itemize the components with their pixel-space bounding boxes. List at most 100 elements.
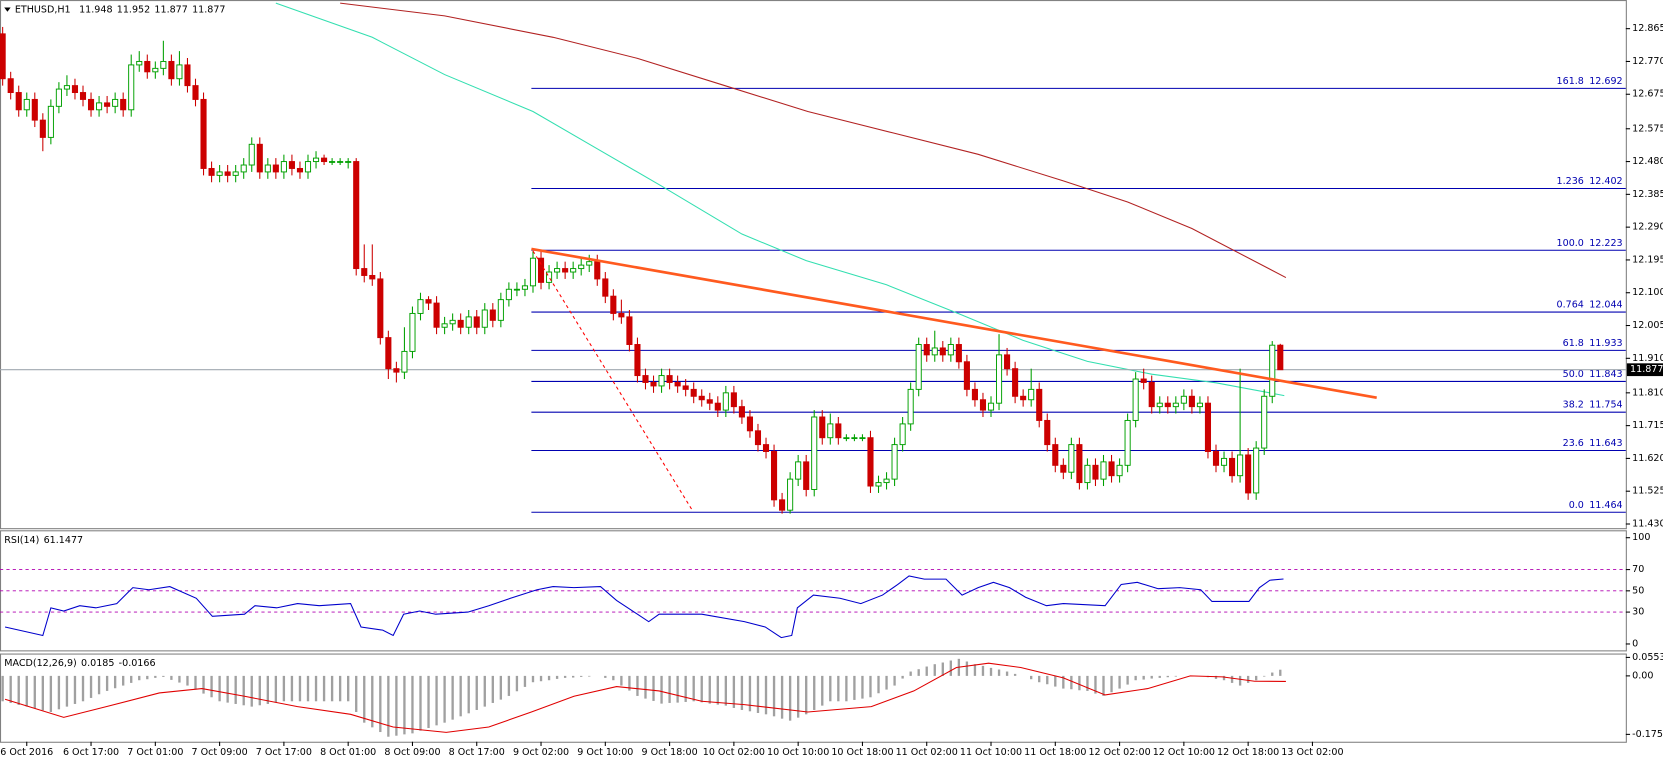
y-tick-label: 100 — [1632, 532, 1650, 543]
candle-body — [481, 309, 488, 328]
candle-body — [923, 344, 930, 356]
candle-body — [682, 385, 689, 390]
fib-label: 38.2 11.754 — [1563, 399, 1623, 410]
candle-body — [1084, 464, 1091, 484]
fib-ratio: 61.8 — [1563, 337, 1584, 348]
candle-body — [947, 344, 954, 356]
candle-body — [1188, 395, 1195, 408]
candle-body — [955, 344, 962, 363]
candle-body — [433, 302, 440, 328]
candle-body — [120, 98, 127, 111]
candle-body — [409, 312, 416, 352]
candle-body — [369, 274, 376, 280]
candle-body — [690, 388, 697, 397]
candle-body — [1156, 402, 1163, 408]
fib-ratio: 161.8 — [1557, 75, 1584, 86]
candle-body — [1020, 395, 1027, 401]
candle-body — [698, 395, 705, 401]
x-tick-label: 11 Oct 02:00 — [896, 747, 958, 758]
candle-body — [787, 478, 794, 511]
candle-body — [714, 402, 721, 411]
candle-body — [1052, 444, 1059, 466]
candle-body — [329, 161, 336, 163]
candle-body — [361, 268, 368, 276]
x-tick-label: 13 Oct 02:00 — [1281, 747, 1343, 758]
fib-ratio: 100.0 — [1557, 237, 1584, 248]
candle-body — [875, 482, 882, 487]
candle-body — [754, 430, 762, 446]
candle-body — [321, 157, 328, 163]
fib-label: 100.0 12.223 — [1557, 237, 1623, 248]
candle-body — [1164, 402, 1171, 408]
candle-body — [256, 143, 263, 173]
candle-body — [562, 268, 569, 273]
y-tick-label: 12.865 — [1632, 23, 1663, 34]
x-tick-label: 7 Oct 17:00 — [256, 747, 312, 758]
candle-body — [176, 64, 183, 80]
candle-body — [240, 164, 247, 173]
fib-label: 0.0 11.464 — [1569, 499, 1623, 510]
candle-body — [1140, 378, 1147, 383]
y-tick-label: 0.00 — [1632, 670, 1653, 681]
candle-body — [650, 381, 657, 387]
fib-price: 11.933 — [1589, 337, 1622, 348]
fib-price: 12.223 — [1589, 237, 1622, 248]
y-tick-label: 12.575 — [1632, 123, 1663, 134]
y-tick-label: 30 — [1632, 607, 1644, 618]
y-tick-label: 11.620 — [1632, 453, 1663, 464]
candle-body — [47, 105, 54, 138]
candle-body — [1212, 451, 1220, 466]
fib-price: 11.843 — [1589, 369, 1622, 380]
y-tick-label: 12.100 — [1632, 287, 1663, 298]
fib-ratio: 38.2 — [1563, 399, 1584, 410]
x-tick-label: 7 Oct 01:00 — [127, 747, 183, 758]
header-price: 11.952 — [117, 4, 150, 15]
candle-body — [0, 33, 6, 80]
candle-body — [184, 64, 191, 87]
fib-label: 0.764 12.044 — [1557, 299, 1623, 310]
candle-body — [859, 437, 866, 440]
fib-price: 11.643 — [1589, 438, 1622, 449]
header-price: 11.877 — [192, 4, 225, 15]
x-tick-label: 9 Oct 10:00 — [577, 747, 633, 758]
candle-body — [497, 299, 504, 321]
candle-body — [87, 98, 95, 111]
x-tick-label: 10 Oct 10:00 — [767, 747, 829, 758]
candle-body — [803, 461, 810, 490]
fib-price: 11.464 — [1589, 499, 1622, 510]
candle-body — [658, 375, 665, 387]
y-tick-label: 12.675 — [1632, 89, 1663, 100]
candle-body — [746, 416, 753, 432]
fib-ratio: 23.6 — [1563, 438, 1584, 449]
candle-body — [473, 316, 480, 328]
y-tick-label: 12.195 — [1632, 254, 1663, 265]
candle-body — [441, 323, 448, 328]
y-tick-label: 12.480 — [1632, 156, 1663, 167]
trendline — [531, 247, 1377, 399]
y-tick-label: 70 — [1632, 564, 1644, 575]
candle-body — [15, 92, 22, 111]
candle-body — [112, 98, 119, 107]
x-tick-label: 8 Oct 01:00 — [320, 747, 376, 758]
y-tick-label: 12.770 — [1632, 56, 1663, 67]
candle-body — [1253, 447, 1260, 494]
candle-body — [71, 85, 79, 94]
candle-body — [1092, 464, 1099, 480]
candle-body — [578, 264, 585, 270]
fib-ratio: 1.236 — [1557, 176, 1584, 187]
candle-body — [843, 437, 850, 440]
x-tick-label: 10 Oct 18:00 — [831, 747, 893, 758]
indicator-name: MACD(12,26,9) — [4, 658, 77, 669]
candle-body — [594, 261, 601, 280]
candle-body — [1245, 454, 1252, 494]
candle-body — [1172, 402, 1179, 408]
candle-body — [7, 78, 14, 94]
x-tick-label: 12 Oct 02:00 — [1088, 747, 1150, 758]
candle-body — [136, 60, 143, 66]
candle-body — [995, 354, 1003, 404]
fib-label: 61.8 11.933 — [1563, 337, 1623, 348]
candle-body — [39, 119, 46, 138]
candle-body — [610, 295, 617, 314]
indicator-title: MACD(12,26,9) 0.0185 -0.0166 — [4, 658, 155, 669]
candle-body — [779, 499, 786, 511]
